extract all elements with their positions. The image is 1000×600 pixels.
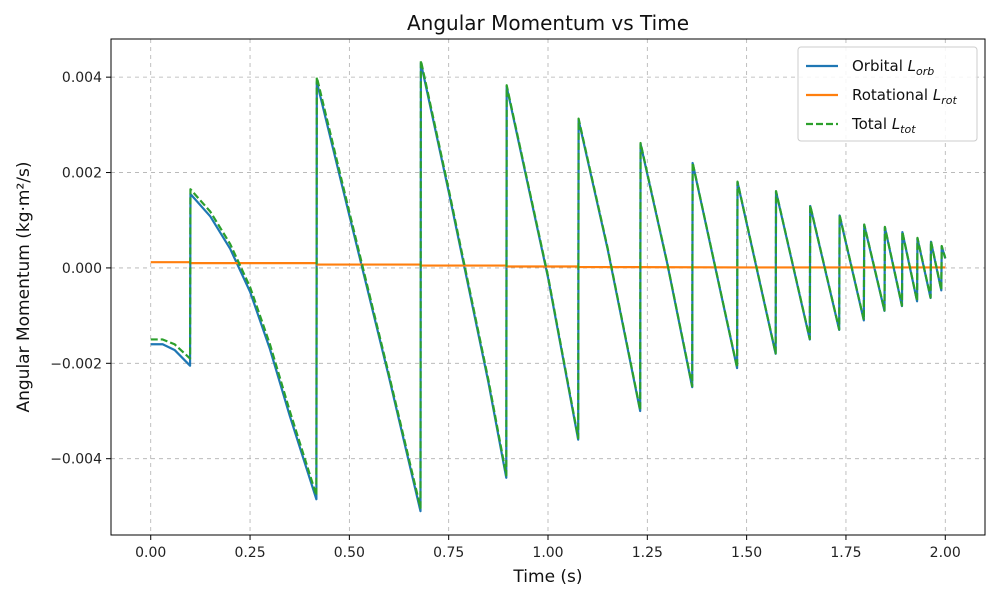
y-tick-label: −0.002 [50,356,102,372]
x-tick-label: 1.75 [830,545,861,561]
legend-entry-tot: Total Ltot [851,115,916,136]
y-tick-label: 0.002 [62,166,102,182]
tick-layer: 0.00 0.25 0.50 0.75 1.00 1.25 1.50 1.75 2.00 −0.0… [50,70,961,561]
y-tick-label: 0.000 [62,261,102,277]
series-layer [150,59,947,513]
legend-entry-orb: Orbital Lorb [852,57,934,78]
x-axis-title: Time (s) [512,567,582,587]
y-tick-label: −0.004 [50,452,102,468]
x-tick-label: 2.00 [930,545,961,561]
series-line-tot [150,59,947,509]
x-tick-label: 0.50 [334,545,365,561]
chart-title: Angular Momentum vs Time [407,11,689,35]
legend-entry-rot: Rotational Lrot [852,86,957,107]
x-tick-label: 0.25 [234,545,265,561]
x-tick-label: 0.00 [135,545,166,561]
legend: Orbital Lorb Rotational Lrot Total Ltot [797,46,978,142]
x-tick-label: 1.25 [632,545,663,561]
y-axis-title: Angular Momentum (kg·m²/s) [14,161,34,412]
legend-box [797,46,978,142]
x-tick-label: 1.50 [731,545,762,561]
x-tick-label: 1.00 [532,545,563,561]
x-tick-label: 0.75 [433,545,464,561]
y-tick-label: 0.004 [62,70,102,86]
